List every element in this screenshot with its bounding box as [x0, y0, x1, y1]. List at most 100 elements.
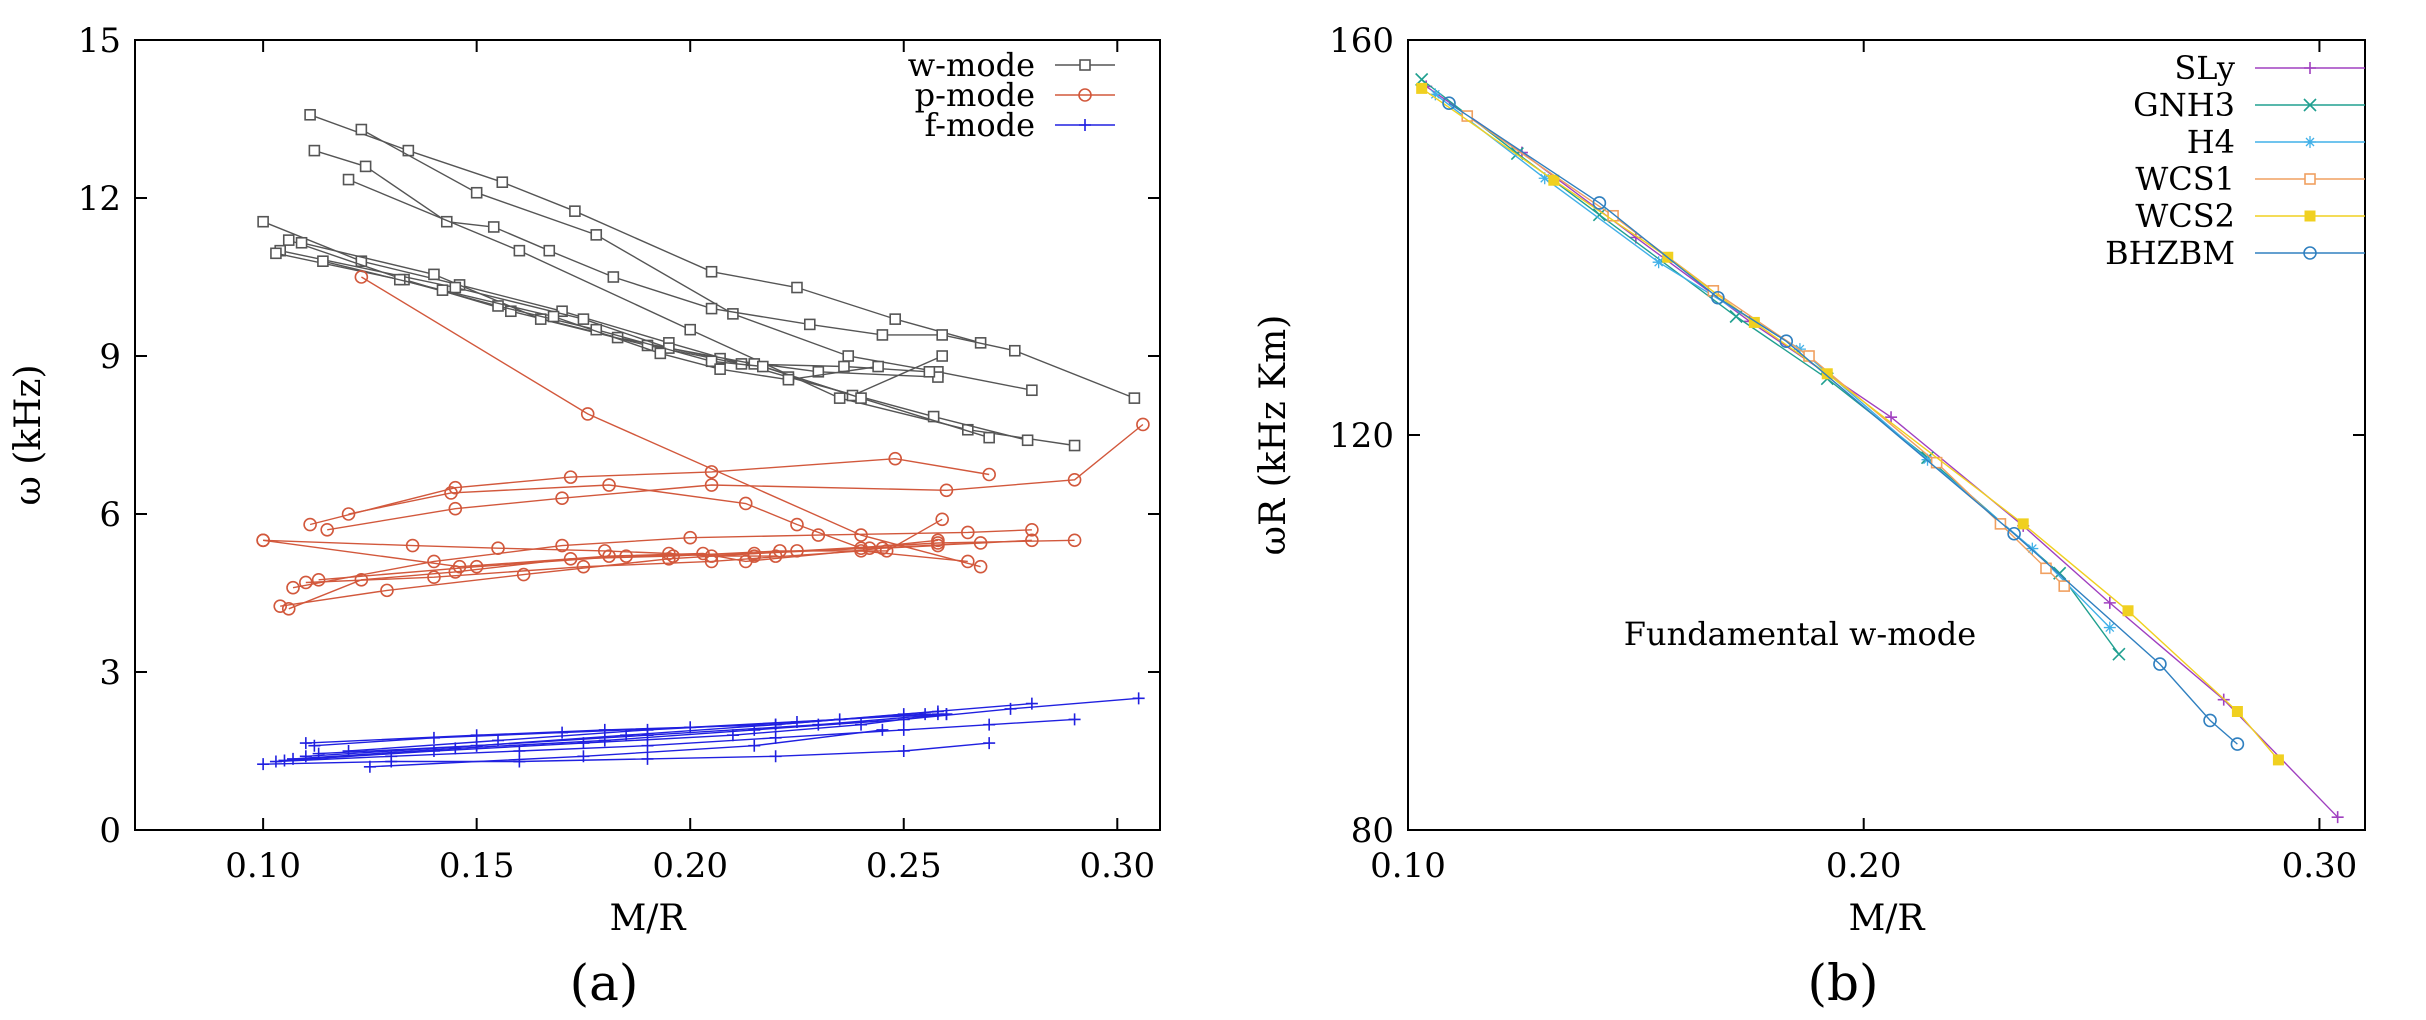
- data-point: [1442, 96, 1456, 110]
- data-point: [428, 268, 440, 281]
- data-point: [889, 313, 902, 325]
- series-line: [280, 539, 1075, 607]
- data-point: [354, 270, 369, 284]
- data-point: [790, 517, 804, 532]
- data-point: [961, 525, 975, 540]
- data-point: [683, 530, 698, 545]
- y-tick-label: 80: [1351, 811, 1394, 851]
- series-f-mode: [257, 692, 1145, 773]
- data-point: [2007, 526, 2021, 541]
- data-point: [641, 723, 654, 736]
- data-point: [449, 281, 462, 294]
- data-point: [696, 546, 710, 561]
- series-line: [1434, 93, 2111, 629]
- data-point: [576, 559, 591, 574]
- series-wcs2: [1416, 82, 2284, 766]
- x-tick-label: 0.25: [866, 846, 942, 886]
- data-point: [862, 541, 877, 556]
- data-point: [704, 554, 719, 569]
- legend-label: GNH3: [2133, 86, 2235, 124]
- data-point: [444, 486, 458, 500]
- data-point: [286, 580, 300, 595]
- data-point: [590, 229, 603, 241]
- data-point: [897, 723, 910, 736]
- data-point: [641, 739, 654, 752]
- data-point: [1592, 208, 1606, 222]
- data-point: [704, 478, 719, 492]
- data-point: [602, 549, 616, 563]
- data-point: [641, 752, 654, 765]
- data-point: [1429, 88, 1442, 101]
- y-tick-label: 160: [1329, 21, 1394, 61]
- series-line: [305, 702, 1032, 744]
- data-point: [405, 538, 420, 553]
- data-point: [855, 392, 867, 404]
- data-point: [308, 739, 321, 752]
- legend-swatch-marker: [1079, 119, 1091, 131]
- data-point: [342, 173, 355, 186]
- data-point: [341, 507, 356, 521]
- data-point: [1025, 522, 1039, 537]
- legend-swatch-marker: [2303, 246, 2317, 260]
- annotation-text: Fundamental w-mode: [1624, 615, 1976, 653]
- data-point: [1803, 350, 1815, 362]
- data-point: [257, 758, 270, 771]
- data-point: [769, 750, 782, 763]
- data-point: [1994, 518, 2007, 530]
- data-point: [491, 541, 505, 556]
- data-point: [1128, 392, 1141, 404]
- data-point: [513, 244, 526, 257]
- data-point: [666, 549, 680, 563]
- legend-swatch-marker: [2304, 136, 2316, 148]
- data-point: [1026, 384, 1038, 397]
- series-line: [1448, 102, 2238, 745]
- series-line: [314, 149, 1135, 399]
- data-point: [547, 310, 560, 323]
- data-point: [380, 583, 394, 598]
- data-point: [2017, 518, 2029, 530]
- data-point: [747, 546, 762, 561]
- data-point: [470, 186, 483, 199]
- x-tick-label: 0.30: [2282, 846, 2358, 886]
- x-tick-label: 0.20: [1826, 846, 1902, 886]
- data-point: [311, 573, 326, 587]
- data-point: [2040, 562, 2052, 575]
- plot-frame: [134, 39, 1161, 831]
- data-point: [342, 745, 355, 757]
- data-point: [1025, 533, 1039, 548]
- data-point: [2112, 647, 2126, 661]
- data-point: [1548, 174, 1560, 186]
- data-point: [516, 567, 531, 582]
- data-point: [790, 716, 803, 729]
- y-axis-label: ωR (kHz Km): [1253, 315, 1294, 556]
- data-point: [935, 512, 949, 527]
- y-tick-label: 9: [99, 337, 121, 377]
- data-point: [1021, 434, 1034, 447]
- series-w-mode: [257, 108, 1141, 452]
- x-tick-label: 0.10: [225, 846, 301, 886]
- data-point: [982, 467, 996, 482]
- data-point: [1068, 713, 1081, 726]
- data-point: [939, 483, 954, 498]
- series-line: [301, 242, 930, 373]
- data-point: [278, 754, 291, 767]
- data-point: [961, 554, 975, 569]
- data-point: [782, 373, 795, 386]
- series-line: [309, 457, 990, 526]
- data-point: [983, 718, 996, 731]
- data-point: [427, 570, 441, 585]
- y-tick-label: 6: [99, 495, 121, 535]
- data-point: [555, 491, 569, 506]
- legend-label: H4: [2187, 123, 2235, 161]
- data-point: [983, 737, 996, 750]
- data-point: [496, 176, 509, 188]
- legend-label: f-mode: [924, 106, 1035, 144]
- data-point: [1652, 256, 1665, 269]
- data-point: [299, 750, 312, 763]
- data-point: [436, 284, 449, 296]
- data-point: [295, 236, 308, 249]
- data-point: [2230, 737, 2245, 751]
- data-point: [791, 281, 803, 294]
